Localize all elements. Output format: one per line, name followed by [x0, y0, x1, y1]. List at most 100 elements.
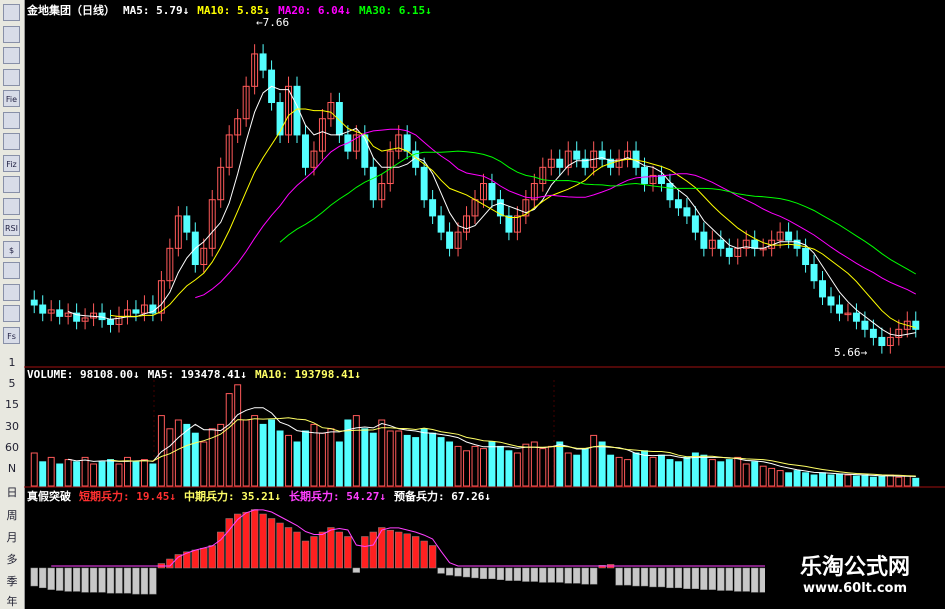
pen-icon[interactable] — [3, 305, 20, 322]
fie-icon[interactable]: Fie — [3, 90, 20, 107]
fs-icon[interactable]: Fs — [3, 326, 20, 344]
candle — [649, 174, 657, 185]
indicator-bar — [208, 545, 216, 569]
line-chart-icon[interactable] — [3, 47, 20, 64]
candle — [39, 304, 47, 314]
candle — [90, 312, 98, 319]
indicator-bar — [725, 567, 733, 591]
indicator-bar — [301, 540, 310, 569]
candle — [369, 166, 377, 201]
candle — [564, 150, 572, 168]
indicator-bar — [513, 567, 522, 581]
volume-bar — [573, 454, 581, 487]
switch-icon[interactable] — [3, 283, 20, 301]
period-4[interactable]: 60 — [5, 441, 19, 454]
candle — [56, 309, 64, 317]
volume-bar — [183, 423, 191, 487]
period-1[interactable]: 5 — [8, 377, 16, 390]
indicator-bar — [717, 567, 725, 591]
vol-ma5-readout: MA5: 193478.41↓ — [147, 368, 247, 381]
candle — [700, 231, 708, 249]
period-0[interactable]: 1 — [8, 356, 16, 369]
volume-bar — [641, 450, 648, 487]
ma5-line — [67, 85, 916, 337]
candle — [429, 199, 437, 217]
period-7[interactable]: 周 — [6, 509, 18, 522]
volume-bar — [124, 456, 131, 487]
indicator-bar — [81, 567, 89, 593]
volume-bar — [632, 452, 640, 487]
volume-bar — [335, 441, 343, 487]
volume-bar — [149, 463, 157, 487]
notes-icon[interactable] — [3, 111, 20, 129]
volume-bar — [47, 456, 55, 487]
period-9[interactable]: 多 — [6, 553, 18, 566]
indicator-bar — [573, 567, 581, 584]
indicator-line — [51, 509, 814, 567]
period-8[interactable]: 月 — [6, 531, 18, 544]
candle — [293, 85, 301, 136]
candle — [310, 150, 318, 168]
chart-icon[interactable] — [3, 133, 20, 150]
period-10[interactable]: 季 — [6, 575, 18, 588]
vol-ma10-line — [110, 417, 916, 477]
candle — [836, 304, 843, 314]
indicator-bar — [403, 533, 411, 569]
indicator-bar — [344, 536, 352, 569]
candle — [785, 231, 793, 241]
volume-bar — [768, 467, 776, 487]
long-force: 长期兵力: 54.27↓ — [288, 490, 386, 503]
volume-bar — [234, 384, 242, 487]
indicator-bar — [166, 558, 174, 569]
indicator-bar — [386, 529, 394, 569]
volume-bar — [225, 393, 233, 487]
period-11[interactable]: 年 — [6, 595, 18, 608]
volume-bar — [607, 454, 615, 487]
volume-bar — [191, 432, 199, 487]
period-3[interactable]: 30 — [5, 420, 19, 433]
period-6[interactable]: 日 — [6, 486, 18, 499]
candle — [81, 317, 89, 322]
volume-bar — [530, 441, 538, 487]
volume-bar — [285, 434, 292, 487]
volume-bar — [166, 428, 174, 487]
indicator-bar — [683, 567, 691, 589]
dollar-icon[interactable]: $ — [3, 240, 20, 258]
indicator-bar — [539, 567, 547, 583]
indicator-bar — [318, 531, 327, 569]
period-2[interactable]: 15 — [5, 398, 19, 411]
cursor-icon[interactable] — [3, 4, 20, 21]
indicator-bar — [649, 567, 657, 588]
indicator-bar — [225, 518, 233, 569]
watermark-name: 乐淘公式网 — [799, 555, 910, 580]
rsi-icon[interactable]: RSI — [3, 219, 20, 236]
fiz-icon[interactable]: Fiz — [3, 154, 20, 172]
volume-bar — [140, 459, 148, 487]
wave-icon[interactable] — [3, 197, 20, 215]
candle — [488, 183, 496, 201]
volume-bar — [581, 448, 589, 487]
candle — [513, 215, 521, 233]
candle — [157, 280, 165, 314]
move-icon[interactable] — [3, 262, 20, 279]
reserve-force: 预备兵力: 67.26↓ — [393, 490, 491, 503]
candle — [73, 312, 81, 322]
volume-bar — [310, 423, 318, 487]
grid-icon[interactable] — [3, 25, 20, 43]
volume-bar — [869, 476, 877, 487]
period-5[interactable]: N — [7, 462, 17, 475]
pie-icon[interactable] — [3, 176, 20, 193]
candle-icon[interactable] — [3, 68, 20, 86]
candle — [47, 309, 55, 314]
candle — [573, 150, 581, 160]
low-annotation: 5.66→ — [834, 346, 867, 359]
short-force: 短期兵力: 19.45↓ — [79, 490, 176, 503]
indicator-bar — [149, 567, 157, 595]
vol-ma10-readout: MA10: 193798.41↓ — [254, 368, 361, 381]
volume-bar — [81, 456, 89, 487]
candle — [717, 239, 725, 249]
indicator-bar — [234, 513, 242, 569]
volume-bar — [547, 445, 555, 487]
indicator-bar — [72, 567, 81, 592]
stock-title: 金地集团（日线） — [27, 4, 115, 17]
